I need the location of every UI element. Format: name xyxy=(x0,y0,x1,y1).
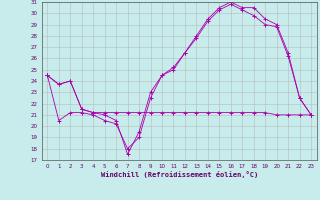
X-axis label: Windchill (Refroidissement éolien,°C): Windchill (Refroidissement éolien,°C) xyxy=(100,171,258,178)
